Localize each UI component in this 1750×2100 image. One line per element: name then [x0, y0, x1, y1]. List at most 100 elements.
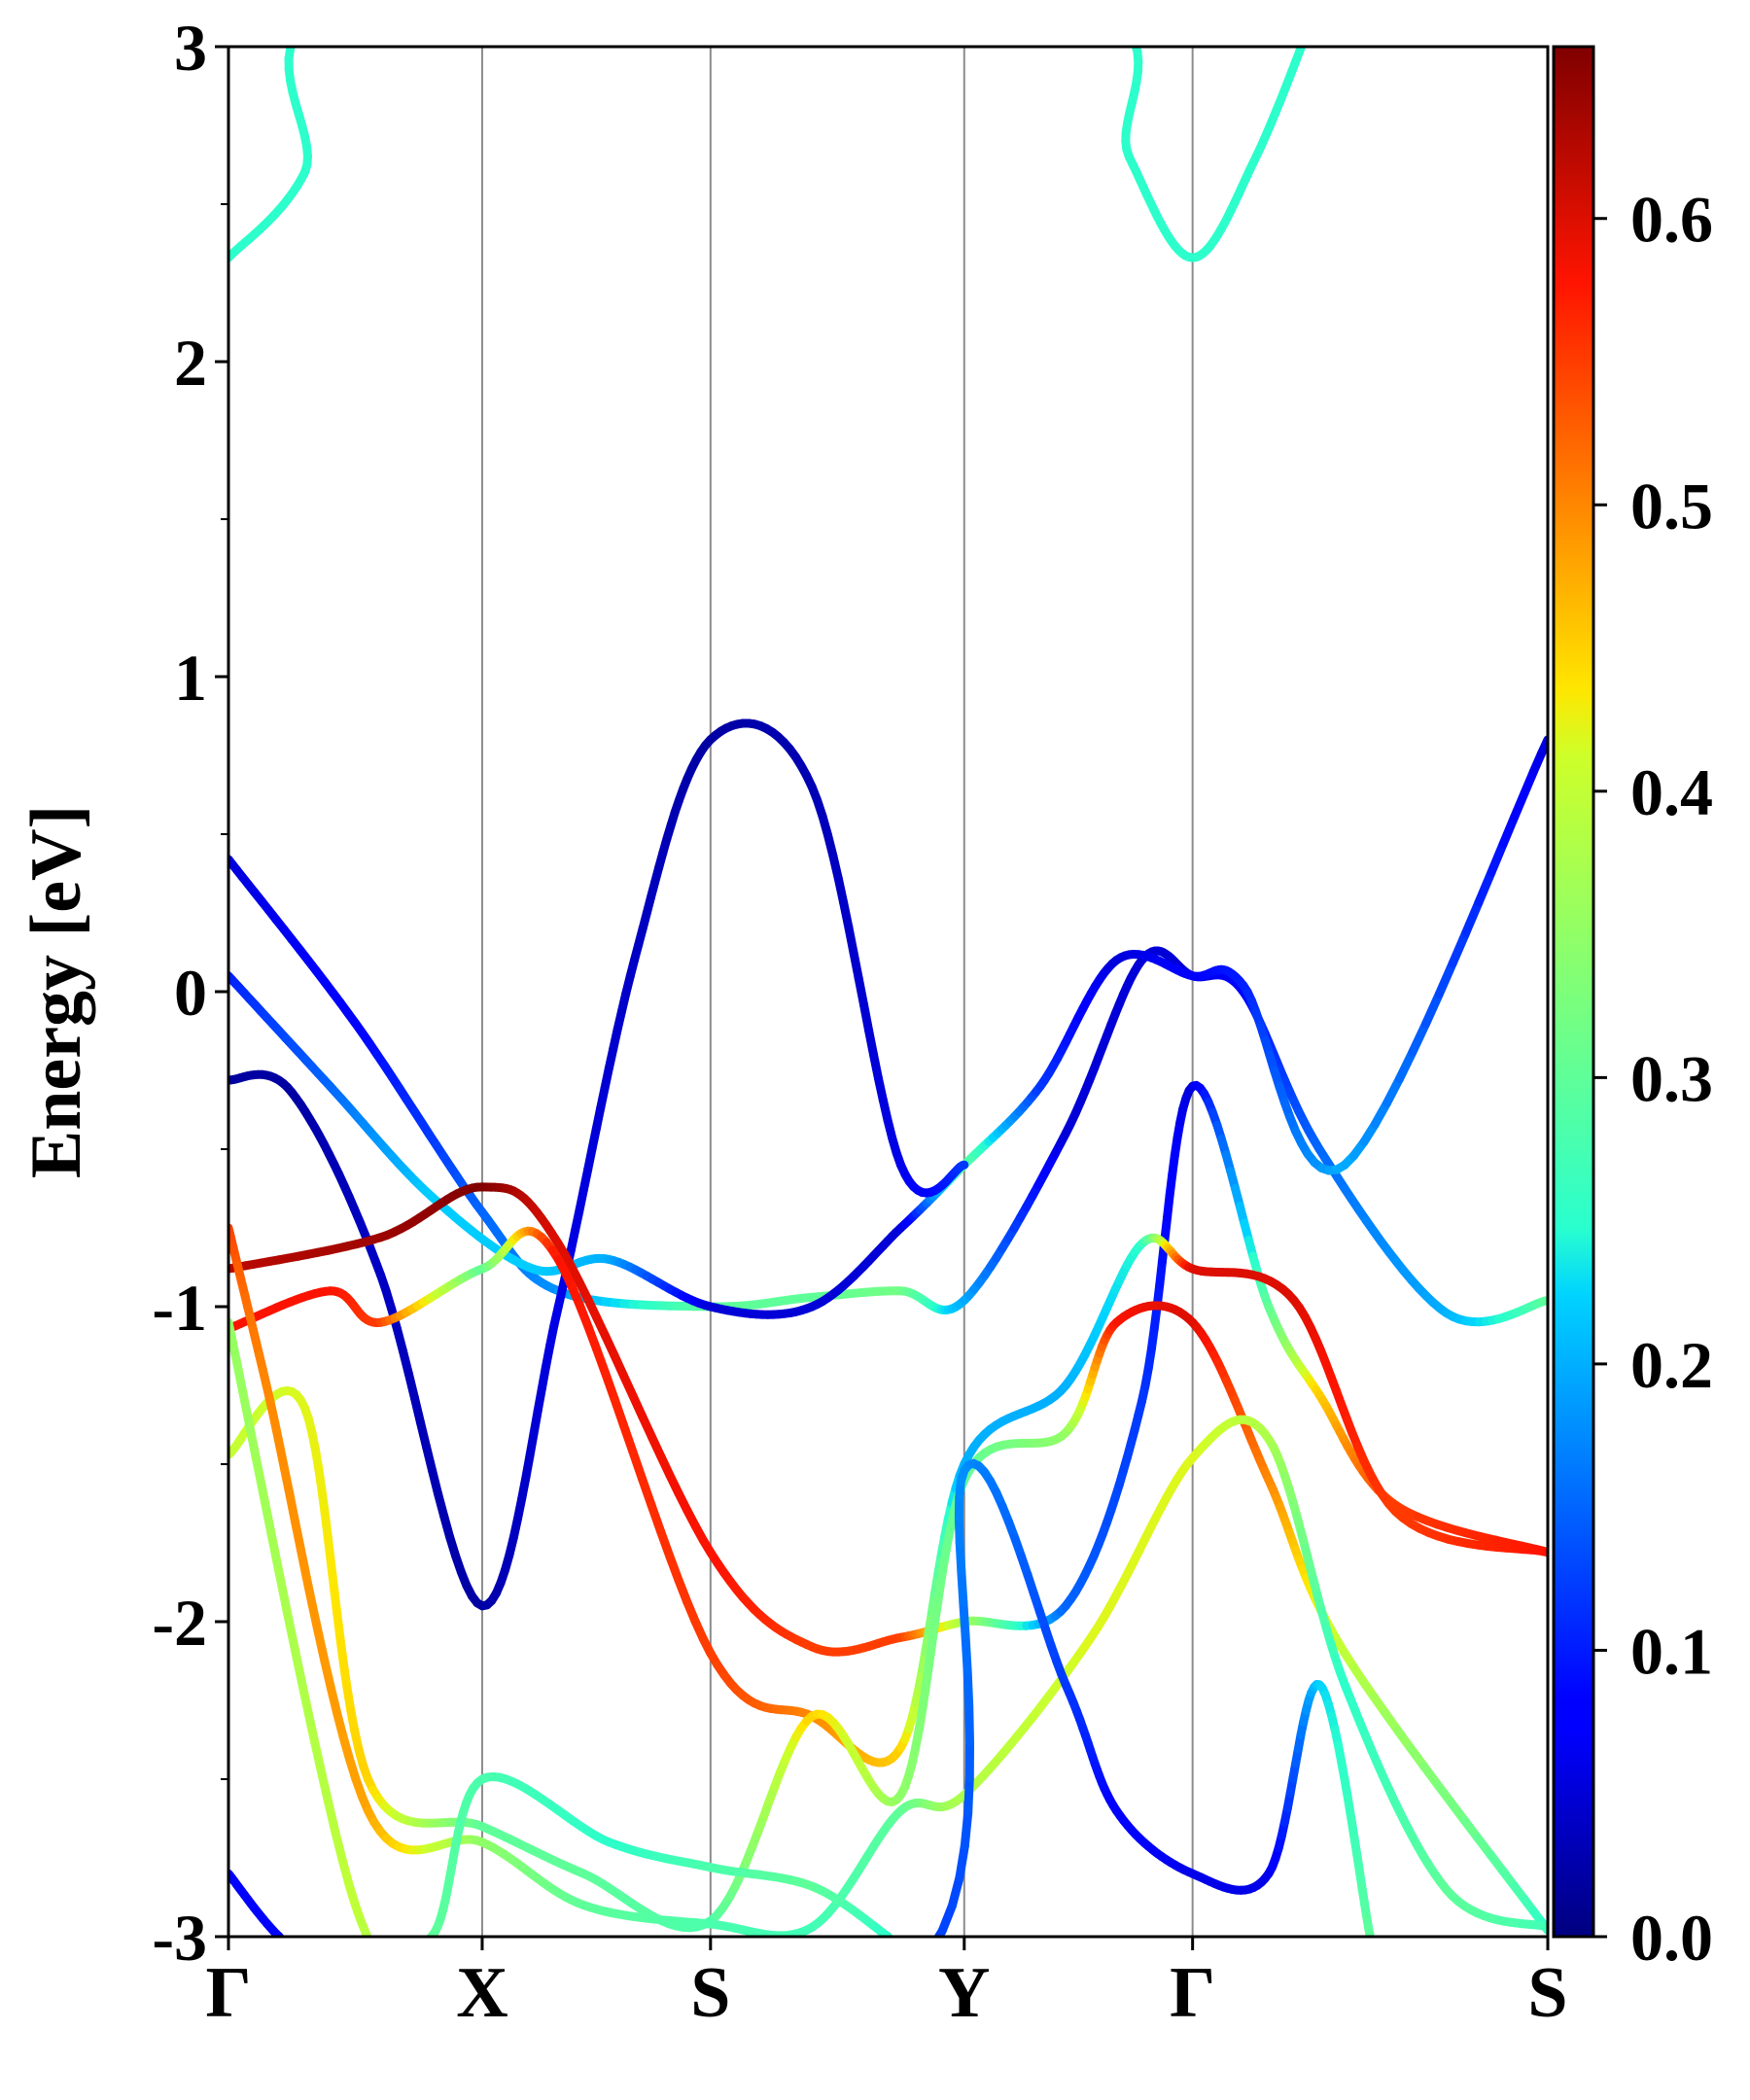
band-segment — [775, 2002, 809, 2005]
band-segment — [1474, 867, 1496, 907]
band-segment — [296, 1545, 311, 1583]
band-segment — [307, 1601, 324, 1639]
band-segment — [1434, 959, 1457, 998]
y-tick-label: 1 — [174, 641, 207, 715]
band-segment — [273, 1961, 277, 1962]
band-segment — [628, 1447, 647, 1484]
band-segment — [244, 1418, 261, 1462]
band-segment — [893, 1968, 914, 1980]
band-segment — [1448, 928, 1471, 968]
colorbar-axis: 0.0 0.1 0.2 0.3 0.4 0.5 0.6 — [1593, 183, 1713, 1975]
band-segment — [402, 1976, 435, 1979]
band-segment — [622, 2001, 662, 2004]
colorbar — [1552, 45, 1595, 1939]
band-segment — [280, 1944, 281, 1946]
colorbar-tick-label: 0.4 — [1630, 755, 1713, 829]
band-segment — [914, 1952, 929, 1969]
band-segment — [1487, 839, 1508, 877]
y-tick-label: -2 — [152, 1586, 207, 1660]
band-segment — [955, 1841, 969, 1882]
band-segment — [1382, 1074, 1404, 1107]
band-segment — [291, 1965, 301, 1966]
colorbar-tick-label: 0.5 — [1630, 469, 1713, 542]
band-segment — [299, 1687, 317, 1735]
band-segment — [1498, 813, 1520, 849]
band-segment — [958, 1160, 969, 1171]
colorbar-tick-label: 0.0 — [1630, 1901, 1713, 1975]
band-segment — [381, 1959, 386, 1964]
band-segment — [1510, 788, 1529, 822]
y-tick-label: 2 — [174, 326, 207, 400]
band-segment — [638, 1474, 656, 1510]
band-segment — [1134, 47, 1136, 48]
band-segment — [238, 1387, 254, 1428]
band-segment — [841, 1990, 869, 1997]
band-segment — [542, 1993, 581, 1997]
band-segment — [376, 1953, 381, 1960]
band-segment — [272, 1953, 274, 1955]
band-segment — [937, 1901, 957, 1936]
band-segment — [282, 1942, 283, 1943]
band-segment — [610, 1394, 628, 1430]
band-segment — [274, 1567, 292, 1617]
band-conduction — [228, 0, 1315, 262]
band-segment — [309, 12, 321, 19]
band-3 — [228, 718, 969, 1611]
band-segment — [300, 19, 309, 28]
colorbar-tick-label: 0.2 — [1630, 1328, 1713, 1402]
colorbar-tick-label: 0.1 — [1630, 1614, 1713, 1688]
band-segment — [271, 1958, 272, 1960]
y-axis: -3 -2 -1 0 1 2 3 — [152, 11, 228, 1975]
colorbar-tick-label: 0.3 — [1630, 1041, 1713, 1115]
band-segment — [277, 1963, 283, 1964]
band-segment — [266, 1527, 284, 1577]
x-tick-label: Γ — [1170, 1953, 1215, 2033]
band-segment — [964, 1701, 974, 1747]
band-segment — [314, 1967, 331, 1968]
band-segment — [274, 1950, 276, 1952]
x-tick-label: X — [456, 1953, 508, 2033]
band-segment — [425, 1936, 431, 1937]
band-segment — [285, 1490, 300, 1526]
band-segment — [307, 1726, 325, 1771]
band-8 — [228, 1317, 892, 1967]
band-segment — [1302, 47, 1304, 48]
band-segment — [390, 1966, 394, 1967]
x-tick-label: Y — [938, 1953, 990, 2033]
band-5 — [228, 1226, 1548, 1768]
band-segment — [962, 1665, 974, 1711]
band-segment — [315, 1763, 332, 1806]
band-segment — [385, 1964, 390, 1967]
band-segment — [601, 1368, 619, 1403]
y-tick-label: 0 — [174, 956, 207, 1030]
band-segment — [1395, 1047, 1418, 1084]
x-tick-label: S — [690, 1953, 730, 2033]
band-segment — [374, 1973, 402, 1977]
band-2 — [228, 735, 1548, 1319]
band-segment — [291, 1517, 305, 1555]
band-segment — [1123, 25, 1130, 34]
band-segment — [1066, 0, 1085, 4]
band-segment — [849, 948, 863, 984]
band-segment — [955, 1538, 966, 1576]
band-segment — [282, 1607, 300, 1657]
band-segment — [259, 1489, 276, 1537]
band-segment — [410, 1957, 414, 1961]
band-segment — [271, 1960, 273, 1962]
band-segment — [1102, 11, 1114, 18]
band-segment — [402, 1964, 406, 1966]
band-segment — [656, 1526, 675, 1561]
band-segment — [399, 1966, 402, 1967]
band-segment — [330, 1968, 350, 1970]
band-segment — [276, 1948, 278, 1950]
band-segment — [505, 1989, 542, 1994]
y-axis-title: Energy [eV] — [17, 805, 96, 1178]
band-segment — [421, 1944, 425, 1948]
band-segment — [1085, 5, 1101, 11]
band-segment — [1312, 11, 1315, 18]
band-segment — [232, 1360, 248, 1397]
band-segment — [406, 1961, 410, 1964]
band-segment — [331, 1829, 348, 1867]
